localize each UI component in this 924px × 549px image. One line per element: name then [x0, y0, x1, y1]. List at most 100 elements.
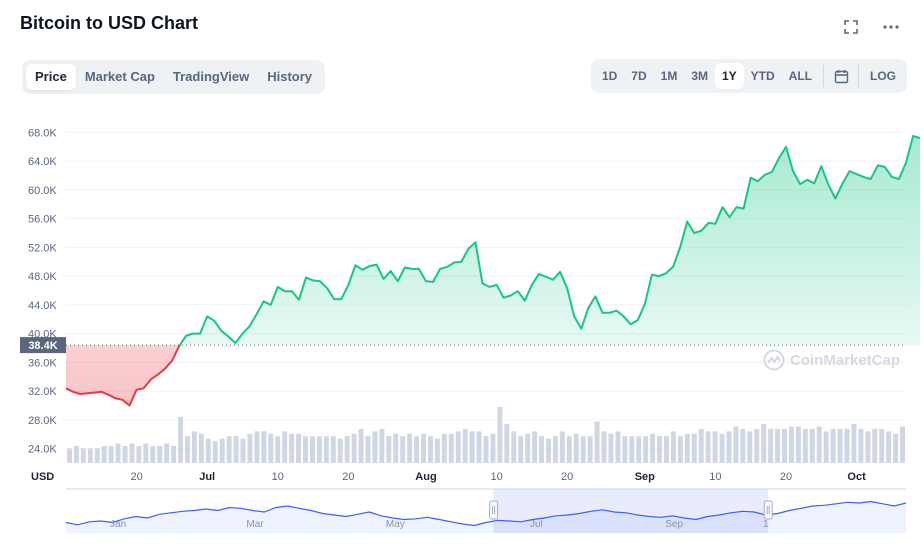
volume-bar [268, 433, 274, 463]
volume-bar [67, 448, 72, 463]
volume-bar [761, 424, 767, 463]
y-tick-label: 24.0K [28, 444, 57, 456]
volume-bar [546, 438, 551, 463]
volume-bar [733, 426, 739, 463]
volume-bar [580, 436, 586, 463]
volume-bar [108, 445, 114, 463]
volume-bar [587, 436, 593, 463]
navigator-handle[interactable] [763, 500, 773, 520]
volume-bar [601, 431, 607, 463]
x-tick-label: Aug [415, 471, 436, 483]
x-tick-label: Oct [847, 471, 866, 483]
volume-bar [185, 436, 190, 463]
range-divider [823, 65, 824, 87]
volume-bar [115, 443, 121, 463]
volume-bar [754, 428, 760, 463]
volume-bar [254, 431, 260, 463]
volume-bar [532, 431, 538, 463]
volume-bar [303, 436, 308, 463]
volume-bar [122, 445, 128, 463]
volume-bar [858, 428, 864, 463]
tab-history[interactable]: History [267, 69, 313, 84]
x-tick-label: 10 [490, 471, 502, 483]
range-1m[interactable]: 1M [660, 69, 678, 83]
volume-bar [518, 436, 524, 463]
volume-bar [677, 436, 683, 463]
volume-bar [504, 424, 510, 463]
y-tick-label: 60.0K [28, 185, 57, 197]
volume-bar [775, 428, 781, 463]
volume-bar [351, 433, 357, 463]
navigator-handle[interactable] [489, 500, 499, 520]
y-tick-label: 56.0K [28, 214, 57, 226]
volume-bar [261, 431, 267, 463]
range-1y[interactable]: 1Y [714, 63, 744, 89]
calendar-icon[interactable] [828, 63, 854, 89]
volume-bar [719, 433, 725, 463]
navigator-label: Jan [110, 519, 126, 530]
volume-bar [358, 428, 364, 463]
y-tick-label: 44.0K [28, 300, 57, 312]
range-ytd[interactable]: YTD [750, 69, 775, 83]
volume-bar [129, 443, 135, 463]
y-tick-label: 28.0K [28, 415, 57, 427]
volume-bar [664, 436, 669, 463]
range-1d[interactable]: 1D [601, 69, 618, 83]
volume-bar [705, 431, 711, 463]
volume-bar [150, 445, 156, 463]
volume-bar [143, 443, 149, 463]
volume-bar [178, 416, 184, 463]
volume-bar [226, 436, 232, 463]
price-area-up [66, 136, 921, 346]
more-options-icon[interactable] [882, 18, 900, 36]
volume-bar [372, 431, 378, 463]
watermark: CoinMarketCap [763, 349, 900, 371]
volume-bar [441, 433, 447, 463]
volume-bar [219, 438, 225, 463]
reference-label-bg [20, 337, 66, 354]
volume-bar [386, 436, 392, 463]
volume-bar [427, 436, 433, 463]
volume-bar [788, 426, 794, 463]
volume-bar [164, 443, 170, 463]
tab-tradingview[interactable]: TradingView [172, 69, 250, 84]
volume-bar [240, 438, 246, 463]
volume-bar [205, 438, 211, 463]
y-tick-label: 64.0K [28, 156, 57, 168]
reference-label: 38.4K [28, 340, 57, 352]
price-area-down [66, 345, 921, 406]
navigator-area [66, 501, 906, 533]
volume-bar [101, 445, 107, 463]
log-scale-toggle[interactable]: LOG [870, 69, 896, 83]
volume-bar [670, 431, 676, 463]
range-3m[interactable]: 3M [691, 69, 708, 83]
volume-bar [872, 428, 878, 463]
volume-bar [573, 433, 579, 463]
volume-bar [511, 431, 517, 463]
navigator-label: May [386, 519, 405, 530]
fullscreen-icon[interactable] [842, 18, 860, 36]
volume-bar [837, 428, 843, 463]
tab-price[interactable]: Price [26, 64, 76, 90]
currency-label: USD [31, 471, 54, 483]
volume-bar [629, 436, 635, 463]
volume-bar [309, 436, 315, 463]
range-7d[interactable]: 7D [631, 69, 647, 83]
volume-bar [421, 433, 426, 463]
volume-bar [212, 441, 218, 463]
volume-bar [87, 448, 93, 463]
tab-market-cap[interactable]: Market Cap [84, 69, 155, 84]
volume-bar [462, 428, 468, 463]
range-all[interactable]: ALL [788, 69, 812, 83]
y-tick-label: 52.0K [28, 242, 57, 254]
volume-bar [344, 436, 350, 463]
volume-bar [650, 433, 656, 463]
volume-bar [330, 436, 336, 463]
volume-bar [830, 428, 836, 463]
volume-bar [615, 431, 621, 463]
volume-bar [636, 436, 642, 463]
volume-bar [552, 436, 558, 463]
volume-bar [191, 431, 197, 463]
volume-bar [740, 428, 746, 463]
